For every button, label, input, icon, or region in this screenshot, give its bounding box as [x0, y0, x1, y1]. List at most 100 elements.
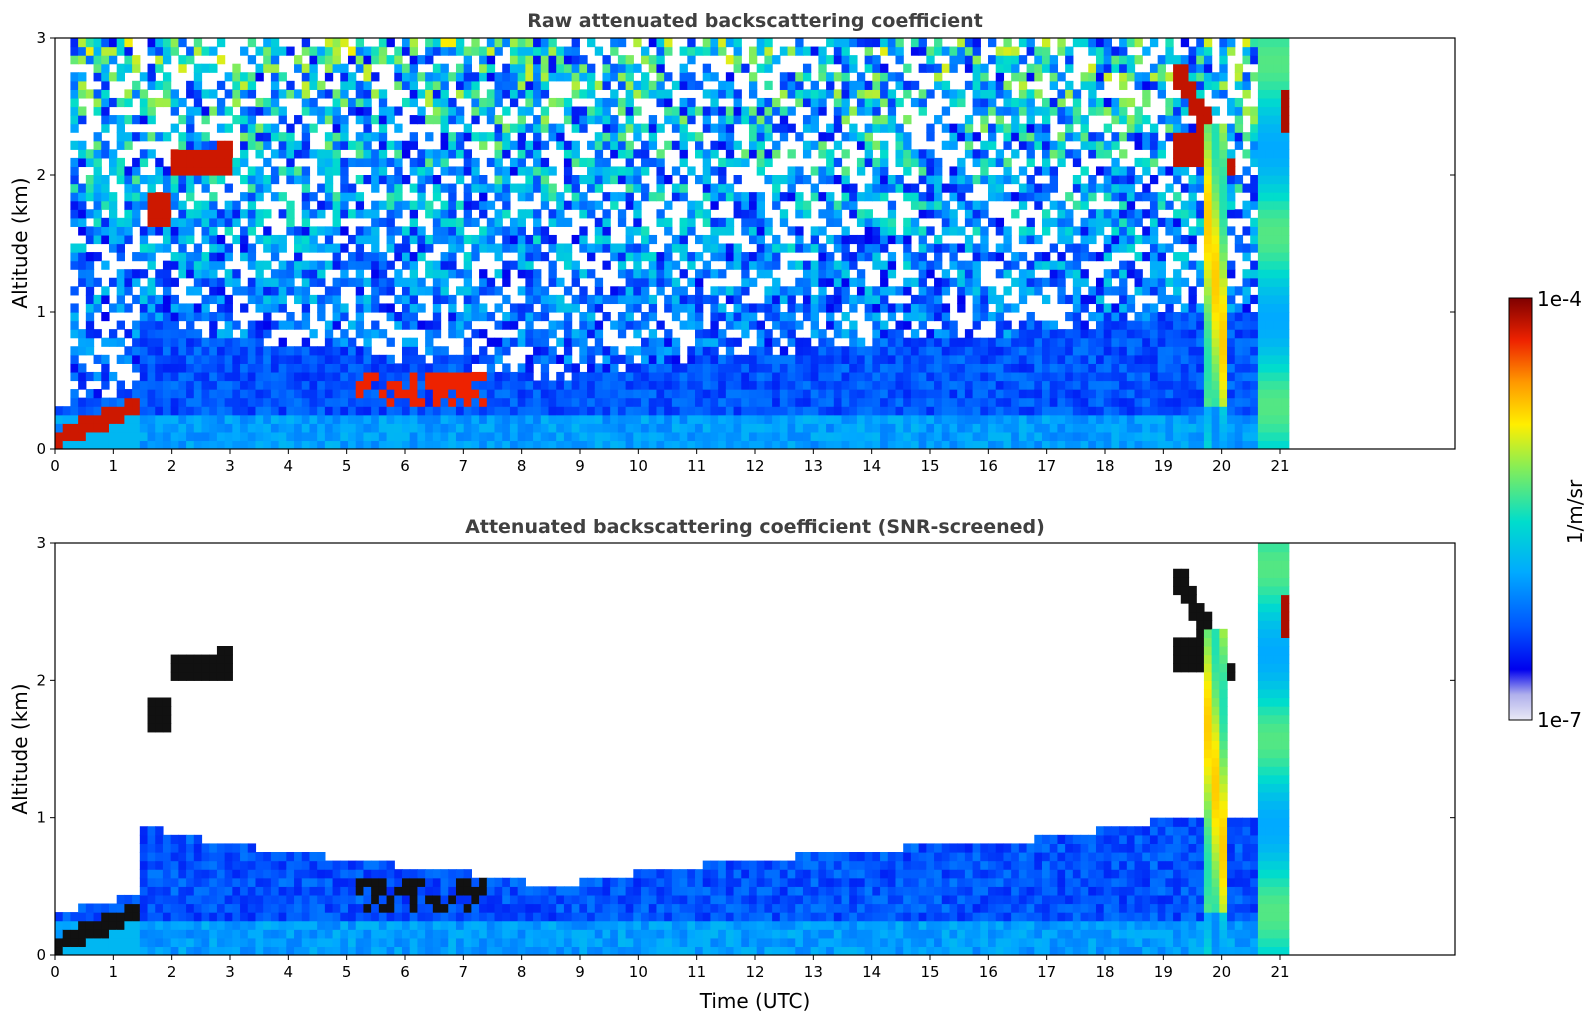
backscatter-cell: [540, 166, 550, 176]
backscatter-cell: [309, 406, 318, 416]
backscatter-cell: [324, 72, 334, 82]
backscatter-cell: [216, 312, 226, 322]
backscatter-cell: [440, 38, 449, 48]
backscatter-cell: [587, 431, 596, 442]
backscatter-cell: [78, 243, 87, 253]
backscatter-cell: [108, 431, 118, 442]
backscatter-cell: [193, 243, 203, 253]
backscatter-cell: [209, 294, 218, 305]
backscatter-cell: [741, 209, 750, 219]
backscatter-cell: [1065, 371, 1074, 382]
backscatter-cell: [540, 354, 550, 364]
backscatter-cell: [93, 175, 102, 185]
backscatter-cell: [394, 389, 403, 399]
backscatter-cell: [201, 294, 210, 305]
backscatter-cell: [448, 371, 457, 382]
backscatter-cell: [486, 89, 496, 99]
backscatter-cell: [240, 286, 249, 296]
backscatter-cell: [162, 303, 172, 313]
backscatter-cell: [394, 312, 403, 322]
backscatter-cell: [463, 337, 472, 347]
backscatter-cell: [910, 423, 920, 433]
backscatter-cell: [810, 226, 819, 236]
backscatter-cell: [571, 175, 580, 185]
backscatter-cell: [1103, 192, 1112, 202]
backscatter-cell: [139, 97, 149, 108]
backscatter-cell: [641, 157, 650, 168]
backscatter-cell: [864, 183, 873, 193]
backscatter-cell: [240, 192, 249, 202]
backscatter-cell: [332, 397, 341, 407]
backscatter-cell: [1095, 252, 1105, 262]
backscatter-cell: [1080, 234, 1089, 245]
backscatter-cell: [1003, 303, 1012, 313]
backscatter-cell: [1026, 371, 1035, 382]
backscatter-cell: [972, 277, 981, 287]
backscatter-cell: [725, 72, 735, 82]
backscatter-cell: [378, 97, 388, 108]
backscatter-cell: [170, 46, 179, 56]
backscatter-cell: [278, 132, 287, 142]
backscatter-cell: [695, 234, 704, 245]
backscatter-cell: [270, 97, 280, 108]
backscatter-cell: [340, 312, 349, 322]
backscatter-cell: [787, 312, 796, 322]
backscatter-cell: [1103, 97, 1112, 108]
backscatter-cell: [687, 354, 696, 364]
backscatter-cell: [263, 234, 272, 245]
backscatter-cell: [1111, 226, 1120, 236]
backscatter-cell: [802, 63, 812, 73]
backscatter-cell: [926, 209, 935, 219]
backscatter-cell: [401, 252, 411, 262]
backscatter-cell: [764, 157, 773, 168]
backscatter-cell: [556, 200, 565, 210]
backscatter-cell: [563, 243, 573, 253]
backscatter-cell: [617, 431, 627, 442]
backscatter-cell: [1026, 431, 1035, 442]
backscatter-cell: [895, 183, 904, 193]
backscatter-cell: [934, 414, 943, 424]
backscatter-cell: [1042, 406, 1051, 416]
backscatter-cell: [348, 157, 357, 168]
backscatter-cell: [224, 312, 233, 322]
backscatter-cell: [255, 294, 264, 305]
backscatter-cell: [1072, 406, 1082, 416]
backscatter-cell: [918, 157, 927, 168]
backscatter-cell: [826, 337, 835, 347]
backscatter-cell: [957, 46, 966, 56]
backscatter-cell: [201, 423, 210, 433]
backscatter-cell: [1103, 140, 1112, 150]
backscatter-cell: [1080, 337, 1089, 347]
backscatter-cell: [1042, 363, 1051, 373]
backscatter-cell: [841, 440, 850, 449]
backscatter-cell: [980, 89, 989, 99]
backscatter-cell: [548, 389, 557, 399]
backscatter-cell: [725, 132, 735, 142]
backscatter-cell: [641, 166, 650, 176]
backscatter-cell: [355, 80, 365, 90]
backscatter-cell: [270, 363, 280, 373]
backscatter-cell: [1126, 406, 1136, 416]
backscatter-cell: [1003, 431, 1012, 442]
backscatter-cell: [957, 406, 966, 416]
backscatter-cell: [455, 106, 465, 116]
backscatter-cell: [856, 80, 866, 90]
backscatter-cell: [317, 423, 326, 433]
backscatter-cell: [147, 294, 156, 305]
backscatter-cell: [903, 217, 912, 227]
backscatter-cell: [132, 157, 141, 168]
backscatter-cell: [718, 303, 727, 313]
backscatter-cell: [193, 200, 203, 210]
backscatter-cell: [425, 157, 434, 168]
backscatter-cell: [810, 140, 819, 150]
backscatter-cell: [255, 303, 264, 313]
backscatter-cell: [1111, 406, 1120, 416]
backscatter-cell: [170, 175, 179, 185]
backscatter-cell: [317, 312, 326, 322]
backscatter-cell: [1011, 440, 1020, 449]
backscatter-cell: [818, 149, 827, 159]
backscatter-cell: [178, 157, 187, 168]
backscatter-cell: [1095, 63, 1105, 73]
backscatter-cell: [440, 200, 449, 210]
backscatter-cell: [1149, 354, 1159, 364]
